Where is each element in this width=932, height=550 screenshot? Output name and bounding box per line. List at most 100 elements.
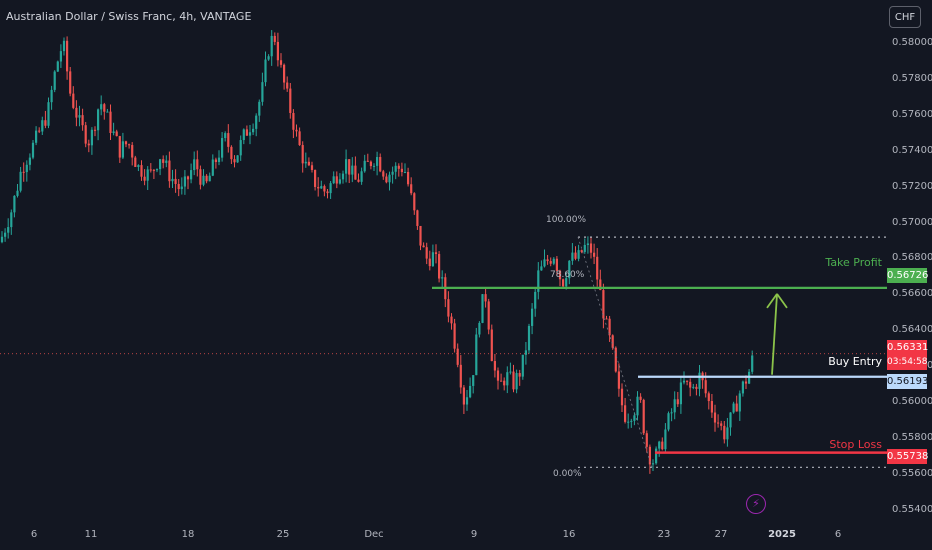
candle-body: [233, 159, 236, 163]
candle-body: [586, 243, 589, 245]
candle-body: [162, 159, 165, 163]
candle-body: [183, 176, 186, 187]
candle-body: [527, 325, 531, 351]
candle-body: [589, 243, 593, 253]
candle-body: [38, 130, 41, 132]
level-lines: [0, 236, 887, 468]
candle-body: [512, 371, 515, 390]
candle-body: [506, 372, 509, 386]
candle-body: [593, 252, 596, 257]
price-tick: 0.56800: [892, 252, 932, 264]
candle-body: [264, 59, 267, 83]
candle-body: [521, 354, 524, 377]
candle-body: [394, 165, 397, 172]
candle-body: [338, 179, 341, 184]
price-tick: 0.56000: [892, 396, 932, 407]
candle-body: [698, 372, 701, 389]
candle-body: [261, 82, 264, 102]
candle-body: [481, 294, 484, 323]
candle-body: [416, 210, 419, 226]
candle-body: [118, 136, 121, 158]
candle-body: [741, 381, 744, 394]
candle-body: [472, 375, 475, 386]
candle-body: [363, 160, 366, 172]
candle-body: [366, 160, 369, 162]
date-tick: 23: [657, 529, 671, 540]
candle-body: [279, 60, 283, 65]
lightning-icon[interactable]: ⚡: [746, 494, 766, 514]
candle-body: [165, 160, 168, 163]
date-tick: 27: [714, 529, 728, 540]
candle-body: [345, 159, 348, 174]
candle-body: [571, 252, 574, 261]
candle-body: [379, 157, 382, 172]
candle-body: [410, 184, 413, 194]
candle-body: [568, 260, 571, 279]
candle-body: [0, 236, 4, 243]
candle-body: [655, 448, 658, 464]
candle-body: [258, 101, 261, 116]
candle-body: [382, 171, 385, 177]
candle-body: [155, 169, 159, 171]
candle-body: [168, 160, 171, 182]
candle-body: [633, 415, 636, 421]
candle-body: [664, 429, 667, 450]
price-tick: 0.57600: [892, 108, 932, 120]
candle-body: [369, 161, 372, 167]
candle-body: [453, 323, 456, 349]
candle-body: [84, 125, 87, 144]
candle-body: [636, 396, 639, 416]
candle-body: [552, 258, 555, 264]
candle-body: [434, 252, 438, 255]
candle-body: [661, 441, 664, 450]
candle-body: [624, 405, 627, 422]
candle-body: [484, 294, 487, 302]
price-tick: 0.56400: [892, 324, 932, 336]
candle-body: [128, 144, 131, 146]
candle-body: [357, 179, 360, 182]
candle-body: [13, 195, 16, 213]
candle-body: [537, 270, 540, 292]
currency-button[interactable]: CHF: [889, 6, 921, 28]
candle-body: [707, 393, 710, 402]
candle-body: [487, 301, 490, 330]
candle-body: [245, 129, 248, 136]
candle-body: [413, 193, 416, 211]
candle-body: [658, 441, 661, 449]
stop-loss-label: Stop Loss: [829, 438, 882, 451]
candle-body: [230, 146, 233, 160]
fib-trend-line: [577, 237, 653, 468]
candle-body: [407, 171, 410, 185]
candle-body: [360, 171, 363, 182]
candle-body: [695, 386, 698, 389]
price-tick: 0.57200: [892, 180, 932, 192]
candle-body: [465, 397, 469, 405]
candle-body: [103, 104, 106, 112]
candle-body: [713, 412, 717, 423]
fib-0-label: 0.00%: [553, 469, 582, 479]
candle-body: [93, 129, 97, 131]
candle-body: [602, 290, 605, 319]
candle-body: [314, 169, 317, 187]
candle-body: [50, 89, 53, 103]
candle-body: [56, 61, 59, 72]
candle-body: [31, 142, 35, 158]
candle-body: [447, 299, 450, 317]
candle-body: [555, 258, 558, 271]
date-tick: 9: [470, 529, 478, 540]
projection-arrow-shaft: [771, 293, 778, 375]
candle-body: [134, 157, 137, 168]
date-tick: 16: [562, 529, 576, 540]
candle-body: [81, 115, 84, 126]
fib-100-label: 100.00%: [546, 215, 587, 225]
candle-body: [534, 291, 537, 309]
candle-body: [351, 165, 354, 175]
candle-body: [645, 433, 648, 447]
candle-body: [341, 173, 345, 180]
candle-body: [44, 120, 47, 126]
candle-body: [751, 355, 754, 372]
candle-body: [723, 425, 726, 440]
candle-body: [348, 159, 351, 175]
candle-body: [400, 168, 403, 173]
